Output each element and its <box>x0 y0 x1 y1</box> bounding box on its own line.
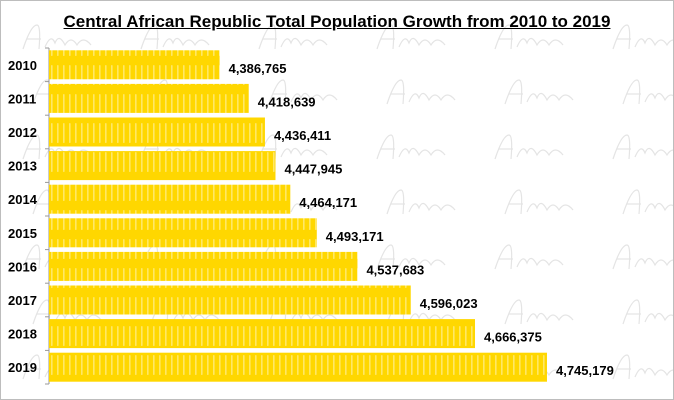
watermark-logo <box>612 134 673 160</box>
watermark-logo <box>258 134 328 160</box>
watermark-logo <box>612 354 673 380</box>
category-label: 2018 <box>8 327 37 342</box>
watermark-logo <box>376 24 446 50</box>
watermark-logo <box>622 299 673 325</box>
watermark-logo <box>612 244 673 270</box>
watermark-logo <box>376 134 446 160</box>
chart-title: Central African Republic Total Populatio… <box>63 12 611 31</box>
category-label: 2011 <box>8 91 36 106</box>
data-label: 4,386,765 <box>229 61 287 76</box>
data-label: 4,666,375 <box>484 330 542 345</box>
watermark-logo <box>504 79 574 105</box>
data-label: 4,537,683 <box>366 262 424 277</box>
data-label: 4,464,171 <box>299 195 357 210</box>
watermark-logo <box>386 189 456 215</box>
bar-2012 <box>49 117 265 147</box>
data-label: 4,493,171 <box>326 229 384 244</box>
watermark-logo <box>622 79 673 105</box>
category-label: 2019 <box>8 360 37 375</box>
category-label: 2017 <box>8 293 37 308</box>
bar-2017 <box>49 285 411 315</box>
watermark-logo <box>386 79 456 105</box>
category-label: 2014 <box>8 192 38 207</box>
data-label: 4,745,179 <box>556 363 614 378</box>
data-label: 4,418,639 <box>258 94 316 109</box>
bar-2018 <box>49 319 476 349</box>
data-label: 4,447,945 <box>284 162 342 177</box>
bar-2019 <box>49 352 547 382</box>
watermark-logo <box>140 24 210 50</box>
data-label: 4,436,411 <box>274 128 331 143</box>
data-label: 4,596,023 <box>420 296 478 311</box>
category-label: 2013 <box>8 159 37 174</box>
category-label: 2010 <box>8 58 37 73</box>
watermark-logo <box>504 189 574 215</box>
bar-2013 <box>49 151 276 181</box>
watermark-logo <box>494 244 564 270</box>
bar-2014 <box>49 184 291 214</box>
watermark-logo <box>268 79 338 105</box>
category-label: 2016 <box>8 259 37 274</box>
watermark-logo <box>622 189 673 215</box>
category-label: 2015 <box>8 226 37 241</box>
watermark-logo <box>376 244 446 270</box>
watermark-logo <box>22 24 92 50</box>
watermark-logo <box>258 24 328 50</box>
watermark-logo <box>612 24 673 50</box>
watermark-logo <box>494 24 564 50</box>
category-label: 2012 <box>8 125 37 140</box>
bar-2015 <box>49 218 317 248</box>
bar-2011 <box>49 83 249 113</box>
watermark-logo <box>504 299 574 325</box>
bar-2010 <box>49 50 220 80</box>
bar-2016 <box>49 251 358 281</box>
watermark-logo <box>494 134 564 160</box>
